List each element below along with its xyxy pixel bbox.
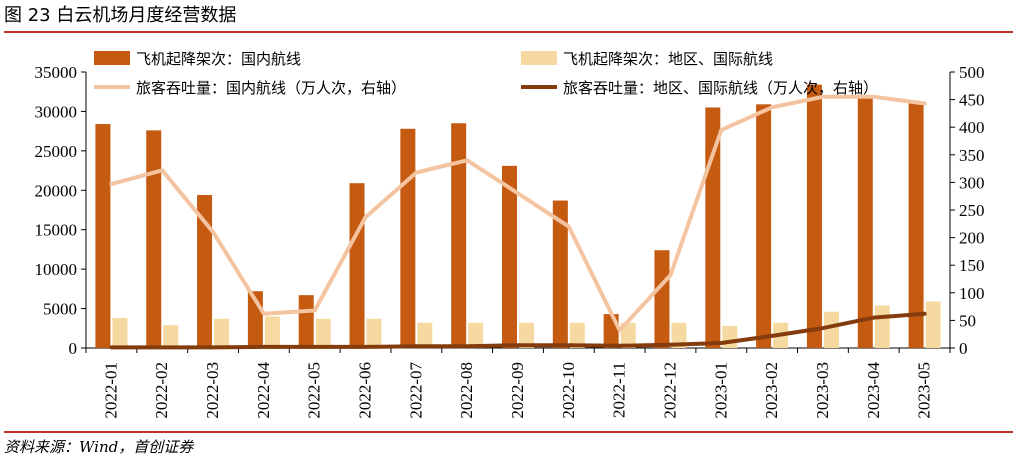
bar-domestic-flights [552,200,568,348]
y-tick-label-left: 0 [69,339,78,358]
bar-domestic-flights [451,123,467,348]
x-tick-label: 2022-02 [152,362,171,419]
lines [109,94,927,350]
y-tick-label-left: 5000 [43,300,77,319]
bar-intl-flights [569,322,585,348]
x-tick-label: 2022-07 [406,362,425,419]
y-tick-label-right: 100 [959,284,985,303]
line-domestic-passengers [109,94,927,333]
x-tick-label: 2022-03 [203,362,222,419]
bar-intl-flights [417,322,433,348]
chart: 0 5000 10000 15000 20000 25000 30000 35000 0 50 10… [35,50,985,419]
x-tick-label: 2022-11 [610,362,629,418]
bar-domestic-flights [349,183,365,348]
y-tick-label-left: 25000 [35,142,78,161]
y-tick-label-right: 150 [959,256,985,275]
figure-title-row: 图 23 白云机场月度经营数据 [4,2,1013,30]
top-rule [4,31,1013,33]
bar-intl-flights [722,325,738,348]
figure-title: 图 23 白云机场月度经营数据 [4,5,237,26]
bar-intl-flights [264,316,280,348]
x-tick-label: 2022-01 [101,362,120,419]
bar-intl-flights [823,311,839,348]
legend-label: 旅客吞吐量：地区、国际航线（万人次，右轴） [563,79,878,97]
line-intl-passengers [109,311,927,350]
bar-domestic-flights [197,195,213,348]
source-note: 资料来源：Wind，首创证券 [4,438,194,456]
y-tick-label-left: 10000 [35,260,78,279]
y-tick-label-left: 20000 [35,181,78,200]
y-tick-label-right: 0 [959,339,968,358]
x-tick-label: 2023-03 [813,362,832,419]
x-tick-label: 2022-06 [356,362,375,419]
legend-swatch [521,51,557,65]
y-tick-label-right: 300 [959,173,985,192]
y-tick-label-left: 35000 [35,63,78,82]
y-tick-label-right: 350 [959,146,985,165]
bar-domestic-flights [298,295,314,348]
bar-domestic-flights [400,128,416,348]
x-tick-label: 2023-02 [762,362,781,419]
axes: 0 5000 10000 15000 20000 25000 30000 35000 0 50 10… [35,63,985,419]
bar-domestic-flights [502,165,517,348]
legend-swatch [94,51,130,65]
y-tick-label-right: 200 [959,229,985,248]
bar-intl-flights [620,322,636,348]
x-tick-label: 2023-05 [915,362,934,419]
y-tick-label-left: 15000 [35,221,78,240]
bar-intl-flights [925,301,941,348]
legend-label: 飞机起降架次：地区、国际航线 [563,50,773,68]
bar-domestic-flights [654,250,670,348]
bar-domestic-flights [146,130,162,348]
x-tick-label: 2022-12 [660,362,679,419]
y-tick-label-right: 50 [959,311,976,330]
bar-domestic-flights [756,104,772,349]
bar-intl-flights [366,318,382,348]
legend: 飞机起降架次：国内航线 飞机起降架次：地区、国际航线旅客吞吐量：国内航线（万人次，… [94,50,878,97]
x-tick-label: 2022-04 [254,362,273,419]
bar-intl-flights [671,322,687,348]
x-tick-label: 2022-05 [305,362,324,419]
bottom-rule [4,431,1013,433]
bar-intl-flights [874,305,890,348]
bar-domestic-flights [603,314,619,348]
legend-label: 旅客吞吐量：国内航线（万人次，右轴） [136,79,406,97]
bar-intl-flights [163,325,179,348]
bars [95,84,941,349]
y-tick-label-left: 30000 [35,102,78,121]
x-tick-label: 2022-09 [508,362,527,419]
bar-domestic-flights [95,124,111,348]
bar-intl-flights [519,322,534,348]
bar-intl-flights [468,322,484,348]
bar-intl-flights [315,318,331,348]
y-tick-label-right: 450 [959,91,985,110]
bar-domestic-flights [908,102,924,348]
x-tick-label: 2022-08 [457,362,476,419]
y-tick-label-right: 250 [959,201,985,220]
bar-intl-flights [214,318,230,348]
x-tick-label: 2022-10 [559,362,578,419]
bar-intl-flights [112,318,128,348]
y-tick-label-right: 500 [959,63,985,82]
x-tick-label: 2023-01 [711,362,730,419]
x-tick-label: 2023-04 [864,362,883,419]
y-tick-label-right: 400 [959,118,985,137]
bar-domestic-flights [857,94,873,349]
bar-domestic-flights [806,84,822,349]
legend-label: 飞机起降架次：国内航线 [136,50,301,68]
